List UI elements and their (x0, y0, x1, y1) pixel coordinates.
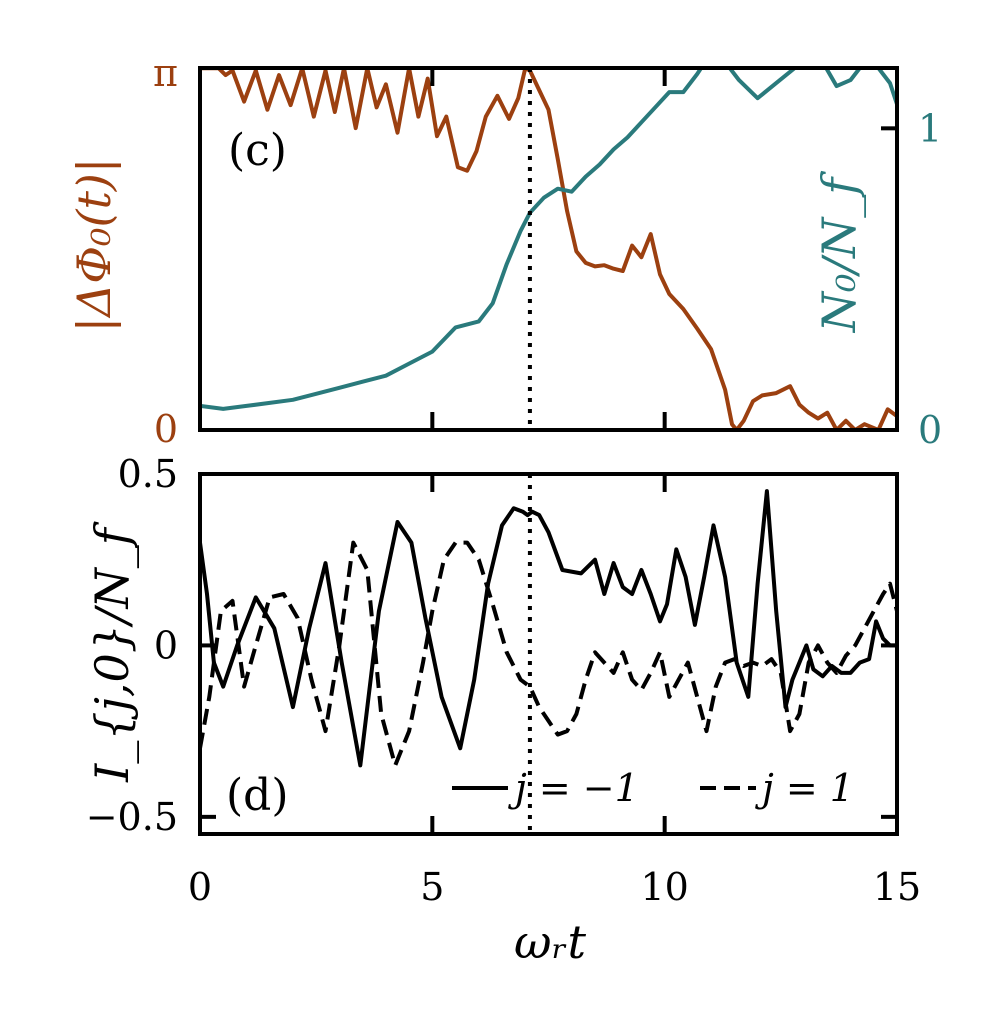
series-line-c-0 (200, 68, 897, 430)
x-axis-title: ωᵣt (514, 915, 586, 969)
series-line-d-0 (200, 489, 897, 768)
panel-label-c: (c) (228, 125, 287, 176)
figure-labels: (c) (d) |ΔΦ₀(t)| N₀/N_f I_{j,0}/N_f ωᵣt (67, 125, 866, 969)
frame-d (198, 472, 899, 836)
ytick-label-d-2: 0.5 (118, 452, 178, 496)
panel-c: 0 π 0 1 (153, 51, 942, 452)
right-tick-label-c-0: 0 (918, 408, 942, 452)
right-axis-title-c: N₀/N_f (812, 171, 866, 333)
panel-label-d: (d) (226, 770, 289, 821)
left-tick-label-c-0: 0 (154, 407, 178, 451)
legend-label-j-1: j = 1 (755, 766, 854, 810)
series-line-c-1 (200, 68, 897, 411)
panel-d: 0 5 10 15−0.500.5j = −1 j = 1 (86, 452, 921, 909)
frame-c (198, 66, 899, 432)
y-axis-title-d: I_{j,0}/N_f (85, 521, 139, 783)
xtick-label-1: 5 (420, 865, 444, 909)
left-tick-label-c-1: π (153, 51, 178, 95)
ytick-label-d-1: 0 (154, 623, 178, 667)
ytick-label-d-0: −0.5 (86, 795, 178, 839)
xtick-label-3: 15 (873, 865, 921, 909)
left-axis-title-c: |ΔΦ₀(t)| (67, 158, 121, 333)
legend-label-j-minus-1: j = −1 (508, 766, 639, 810)
xtick-label-0: 0 (188, 865, 212, 909)
series-line-d-1 (200, 540, 897, 768)
xtick-label-2: 10 (640, 865, 688, 909)
right-tick-label-c-1: 1 (918, 106, 942, 150)
